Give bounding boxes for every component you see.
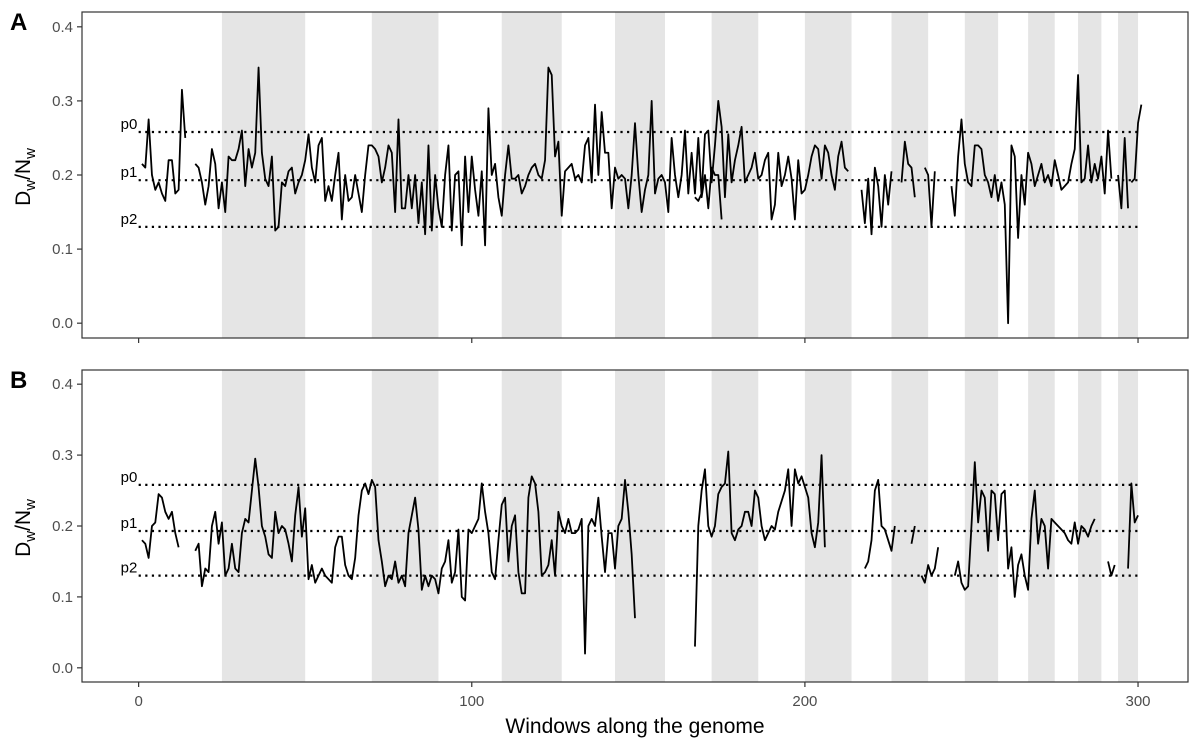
reference-label-p2: p2 [121, 211, 138, 228]
shaded-region [221, 12, 306, 338]
series-line-segment [924, 167, 936, 228]
series-line-segment [950, 74, 1113, 325]
shaded-region [711, 12, 759, 338]
y-tick-label: 0.1 [52, 241, 73, 258]
series-line-segment [910, 525, 916, 544]
panel-tag: A [10, 9, 27, 36]
shaded-region [615, 12, 665, 338]
shaded-region [891, 370, 929, 682]
series-line-segment [900, 140, 916, 198]
y-axis-title: Dw/Nw [12, 148, 39, 206]
y-axis-title: Dw/Nw [12, 499, 39, 557]
shaded-region [615, 370, 665, 682]
panel-a: p0 p1 p2 0.0 0.1 0.2 0.3 0.4 Dw/Nw A [10, 9, 1189, 343]
x-tick-label: 300 [1126, 693, 1151, 710]
shaded-region [964, 12, 999, 338]
y-tick-label: 0.0 [52, 315, 73, 332]
x-tick-label: 0 [134, 693, 142, 710]
series-line-segment [194, 457, 636, 655]
y-tick-label: 0.4 [52, 19, 73, 36]
y-tick-label: 0.1 [52, 589, 73, 606]
shaded-region [1118, 12, 1139, 338]
shaded-region [964, 370, 999, 682]
x-tick-label: 100 [459, 693, 484, 710]
reference-label-p1: p1 [121, 515, 138, 532]
series-line-segment [860, 166, 893, 236]
series-line-segment [1107, 561, 1116, 577]
y-tick-label: 0.0 [52, 660, 73, 677]
shaded-region [371, 370, 439, 682]
y-tick-label: 0.2 [52, 167, 73, 184]
shaded-region [711, 370, 759, 682]
shaded-region [221, 370, 306, 682]
shaded-region [891, 12, 929, 338]
shaded-region [371, 12, 439, 338]
reference-label-p0: p0 [121, 116, 138, 133]
series-line-segment [1130, 104, 1143, 184]
shaded-region [804, 12, 852, 338]
reference-label-p1: p1 [121, 164, 138, 181]
shaded-region [1118, 370, 1139, 682]
shaded-region [804, 370, 852, 682]
series-line-segment [864, 479, 896, 569]
reference-label-p2: p2 [121, 560, 138, 577]
y-tick-label: 0.4 [52, 376, 73, 393]
series-line-segment [194, 66, 723, 247]
series-line-segment [694, 100, 849, 221]
shaded-region [1078, 12, 1102, 338]
x-tick-label: 200 [792, 693, 817, 710]
shaded-region [1028, 12, 1055, 338]
series-line-segment [141, 493, 180, 559]
series-line-segment [953, 461, 1096, 598]
panel-tag: B [10, 367, 27, 394]
series-line-segment [694, 450, 826, 647]
reference-label-p0: p0 [121, 469, 138, 486]
series-line-segment [141, 88, 187, 202]
series-line-segment [1117, 137, 1129, 210]
y-tick-label: 0.3 [52, 447, 73, 464]
shaded-region [501, 370, 562, 682]
shaded-region [1078, 370, 1102, 682]
panel-b: p0 p1 p2 0.0 0.1 0.2 0.3 0.4 0 100 200 300 Dw/Nw B [10, 367, 1189, 710]
x-axis-title: Windows along the genome [505, 715, 764, 738]
series-line-segment [1127, 482, 1139, 569]
y-tick-label: 0.2 [52, 518, 73, 535]
series-line-segment [920, 547, 940, 584]
y-tick-label: 0.3 [52, 93, 73, 110]
